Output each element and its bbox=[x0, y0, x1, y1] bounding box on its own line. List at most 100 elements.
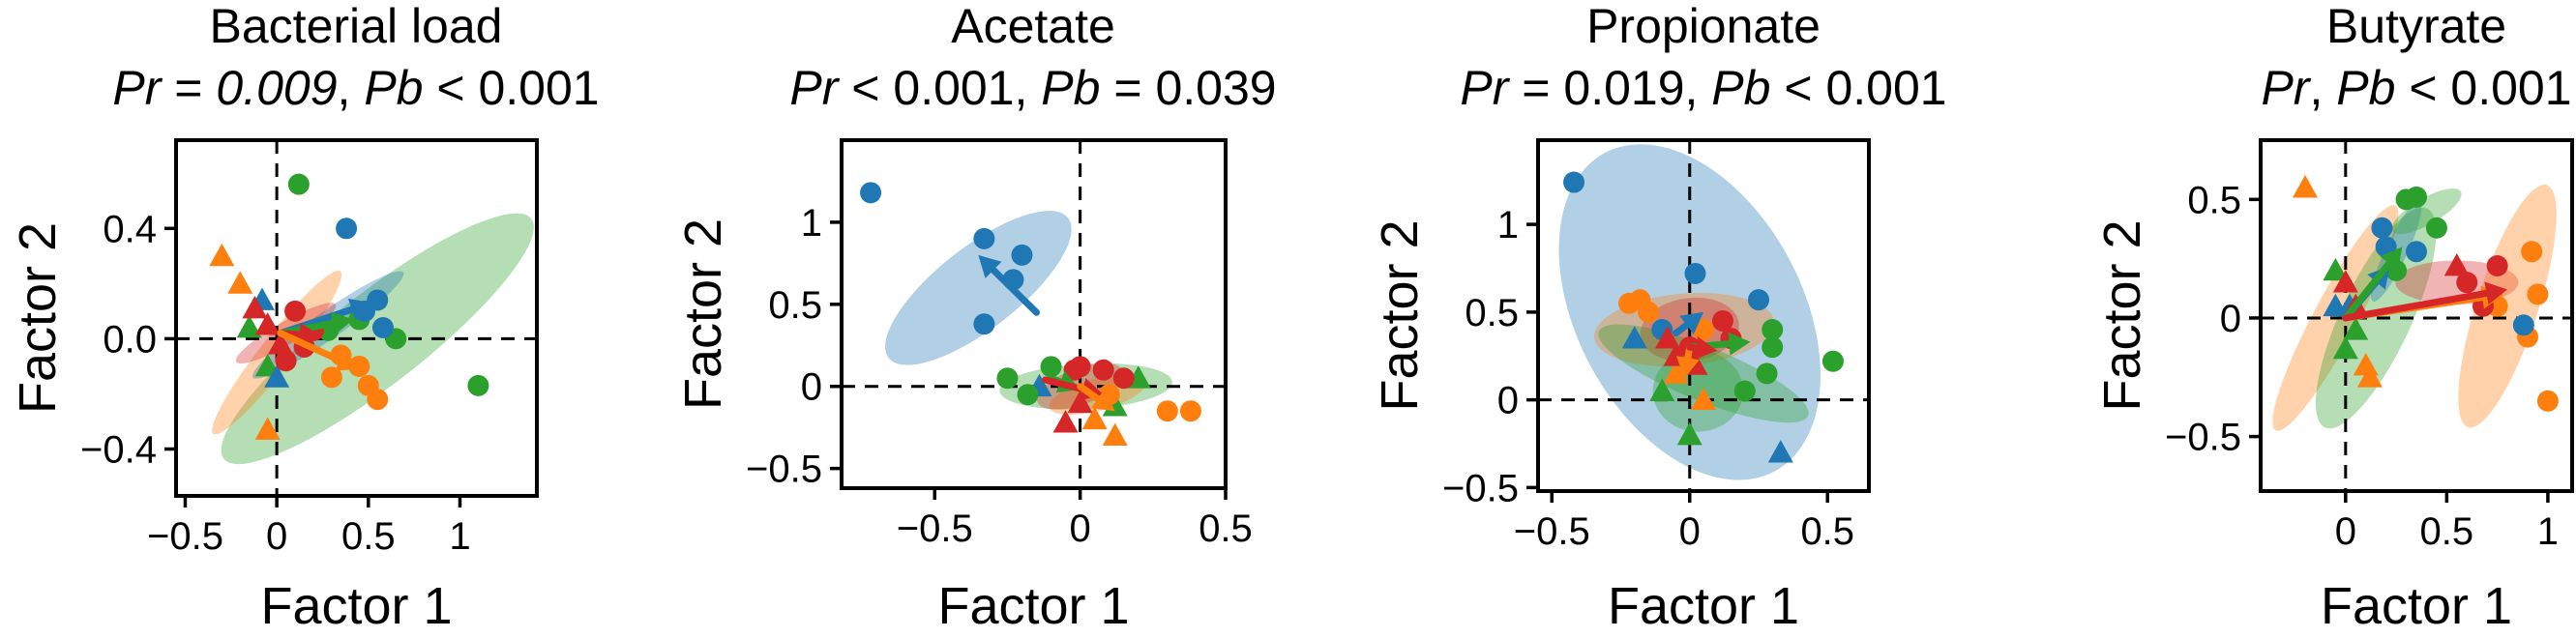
plot-area bbox=[176, 140, 537, 496]
loading-arrow bbox=[2342, 260, 2393, 322]
panel-stats: Pr = 0.019, Pb < 0.001 bbox=[1460, 61, 1946, 115]
y-tick-label: 0 bbox=[1497, 380, 1519, 422]
loading-arrow bbox=[2342, 289, 2490, 322]
stat-text: = 0.039 bbox=[1100, 61, 1276, 115]
arrow-head bbox=[1676, 356, 1700, 379]
x-tick-label: −0.5 bbox=[897, 508, 973, 550]
loading-arrow bbox=[1686, 343, 1700, 352]
y-tick-label: 0 bbox=[801, 366, 822, 409]
y-tick-label: 0 bbox=[2220, 298, 2241, 340]
data-point bbox=[209, 243, 235, 267]
stat-text: , bbox=[338, 61, 365, 115]
panel-title: Bacterial load bbox=[210, 0, 503, 53]
panel-title: Acetate bbox=[951, 0, 1115, 53]
data-point bbox=[1821, 350, 1844, 372]
data-point bbox=[1102, 422, 1128, 447]
arrow-head bbox=[298, 323, 321, 347]
stat-text: Pb bbox=[1041, 61, 1100, 115]
stat-text: < 0.001 bbox=[423, 61, 599, 115]
data-point bbox=[1112, 367, 1135, 390]
data-point bbox=[1756, 362, 1778, 385]
plot-frame bbox=[174, 138, 539, 498]
y-tick-label: −0.5 bbox=[746, 449, 822, 491]
data-point bbox=[2332, 270, 2358, 293]
chart-panel: Propionate Pr = 0.019, Pb < 0.001 −0.5 0 0.5… bbox=[1371, 0, 1947, 635]
confidence-ellipse bbox=[221, 213, 534, 465]
data-point bbox=[467, 374, 489, 396]
data-point bbox=[1638, 301, 1659, 323]
plot-area bbox=[842, 140, 1226, 488]
loading-arrow bbox=[1077, 383, 1102, 403]
plot-frame bbox=[1536, 138, 1871, 493]
plot-area bbox=[1538, 140, 1869, 491]
data-point bbox=[1762, 336, 1784, 359]
data-point bbox=[348, 355, 370, 377]
plot-area bbox=[2261, 140, 2572, 491]
data-point bbox=[267, 332, 293, 355]
x-axis-label: Factor 1 bbox=[937, 577, 1129, 635]
chart-panel: Butyrate Pr, Pb < 0.001 0 0.5 1 −0.5 0 0.5 Facto… bbox=[2093, 0, 2574, 635]
stat-text: Pr bbox=[789, 61, 840, 115]
data-point bbox=[227, 271, 253, 294]
x-tick-label: 0 bbox=[2335, 510, 2356, 553]
stat-text: < 0.001 bbox=[1770, 61, 1946, 115]
x-tick-label: −0.5 bbox=[147, 515, 223, 558]
data-point bbox=[1156, 400, 1178, 422]
data-point bbox=[973, 313, 995, 335]
x-tick-label: 0 bbox=[266, 515, 287, 558]
arrow-head bbox=[1679, 311, 1703, 334]
y-tick-label: −0.5 bbox=[2165, 417, 2241, 459]
data-point bbox=[236, 314, 262, 338]
data-point bbox=[254, 312, 281, 335]
arrow-head bbox=[330, 311, 354, 335]
panel-title: Propionate bbox=[1586, 0, 1821, 53]
stat-text: Pr bbox=[112, 61, 163, 115]
data-point bbox=[1179, 400, 1201, 422]
data-point bbox=[973, 227, 995, 249]
data-point bbox=[2323, 257, 2349, 281]
y-tick-label: 0.5 bbox=[768, 284, 822, 327]
loading-arrow bbox=[1673, 321, 1691, 337]
data-point bbox=[2443, 252, 2470, 276]
x-axis-label: Factor 1 bbox=[1608, 577, 1799, 635]
data-point bbox=[860, 182, 882, 204]
data-point bbox=[2371, 217, 2393, 239]
data-point bbox=[2425, 217, 2447, 239]
data-point bbox=[242, 296, 268, 319]
stat-text: Pb bbox=[2336, 61, 2395, 115]
data-point bbox=[1762, 319, 1784, 341]
plot-frame bbox=[2259, 138, 2574, 493]
data-point bbox=[275, 350, 297, 372]
y-axis-label: Factor 2 bbox=[2093, 219, 2151, 411]
y-tick-label: 0.5 bbox=[2187, 179, 2241, 221]
y-tick-label: −0.5 bbox=[1442, 467, 1519, 509]
chart-panel: Acetate Pr < 0.001, Pb = 0.039 −0.5 0 0.5 −0.… bbox=[674, 0, 1277, 635]
data-point bbox=[320, 366, 342, 389]
stat-text: , bbox=[2309, 61, 2336, 115]
data-point bbox=[1733, 380, 1756, 402]
data-point bbox=[1684, 262, 1706, 284]
data-point bbox=[1663, 361, 1689, 384]
data-point bbox=[1563, 171, 1585, 193]
arrow-head bbox=[1694, 336, 1718, 360]
x-axis-label: Factor 1 bbox=[2321, 577, 2512, 635]
loading-arrow bbox=[1042, 376, 1086, 393]
chart-panel: Bacterial load Pr = 0.009, Pb < 0.001 −0.5… bbox=[9, 0, 600, 635]
x-tick-label: 0 bbox=[1069, 508, 1090, 550]
panel-stats: Pr, Pb < 0.001 bbox=[2261, 61, 2571, 115]
data-point bbox=[2527, 283, 2549, 305]
arrow-head bbox=[347, 298, 372, 321]
plot-frame bbox=[840, 138, 1228, 490]
y-axis-label: Factor 2 bbox=[1371, 219, 1429, 411]
data-point bbox=[1011, 244, 1033, 266]
x-tick-label: 1 bbox=[449, 515, 470, 558]
data-point bbox=[1102, 393, 1128, 417]
panel-stats: Pr = 0.009, Pb < 0.001 bbox=[112, 61, 599, 115]
data-point bbox=[1654, 326, 1680, 349]
panel-title: Butyrate bbox=[2326, 0, 2506, 53]
x-tick-label: −0.5 bbox=[1514, 510, 1590, 553]
data-point bbox=[2521, 241, 2543, 263]
data-point bbox=[287, 173, 310, 195]
y-tick-label: 0.4 bbox=[103, 208, 157, 250]
